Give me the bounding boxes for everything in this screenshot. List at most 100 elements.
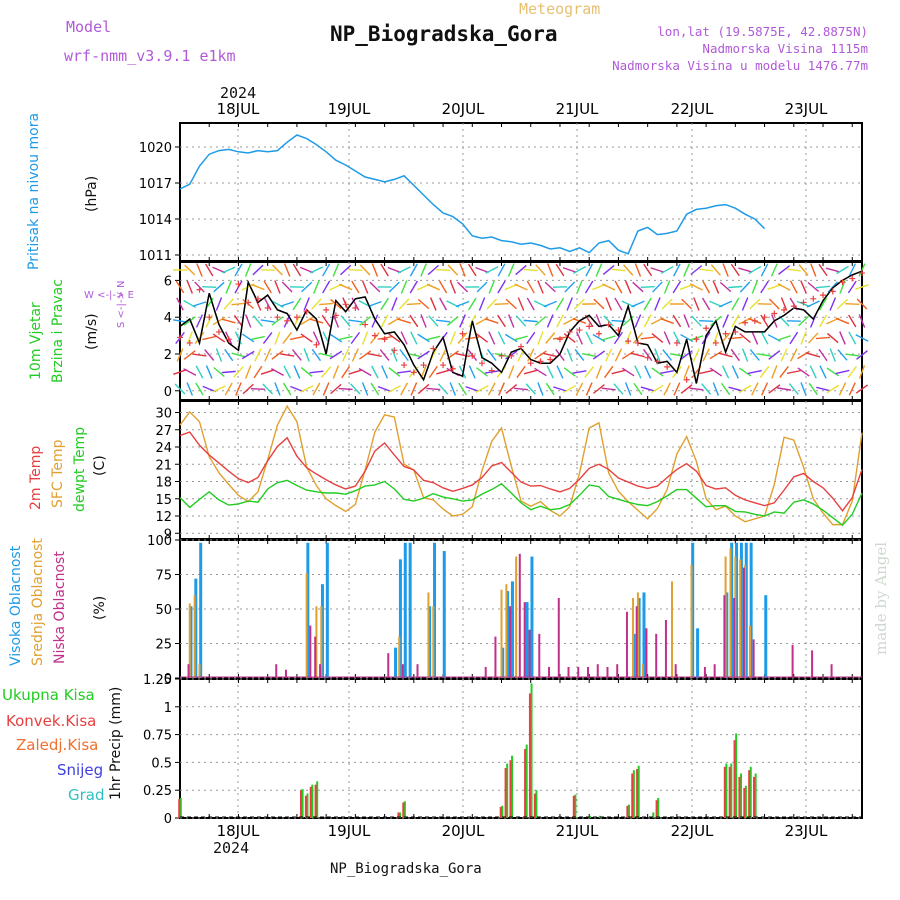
bar-precip_conv	[402, 802, 405, 818]
wind-arrow	[476, 281, 488, 293]
wind-arrow	[738, 384, 752, 394]
bar-mid_cloud	[320, 606, 323, 678]
y-tick-label: 1.25	[143, 673, 172, 688]
wind-arrow	[329, 350, 343, 360]
wind-arrow	[457, 332, 468, 344]
bar-mid_cloud	[193, 595, 196, 678]
wind-gust-mark	[206, 314, 213, 321]
wind-arrow	[280, 353, 295, 357]
wind-arrow	[779, 366, 789, 378]
day-label-top: 19JUL	[328, 100, 371, 118]
wind-gust-mark	[342, 301, 349, 308]
y-tick-label: 6	[164, 274, 172, 289]
wind-gust-mark	[625, 338, 632, 345]
wind-arrow	[504, 333, 518, 343]
bar-high_cloud	[691, 542, 695, 678]
wind-arrow	[399, 348, 409, 362]
wind-arrow	[534, 350, 547, 360]
wind-arrow	[575, 331, 583, 345]
wind-arrow	[673, 331, 681, 345]
wind-arrow	[621, 350, 635, 360]
wind-arrow	[233, 366, 244, 378]
bar-mid_cloud	[690, 564, 693, 678]
wind-gust-mark	[712, 339, 719, 346]
wind-arrow	[406, 352, 421, 358]
bar-low_cloud	[645, 628, 648, 678]
bar-high_cloud	[442, 551, 446, 678]
wind-arrow	[231, 352, 246, 358]
bar-high_cloud	[506, 591, 510, 678]
bar-precip_total	[501, 805, 504, 818]
wind-gust-mark	[440, 362, 447, 369]
wind-arrow	[526, 331, 536, 345]
bar-precip_total	[725, 763, 728, 818]
wind-arrow	[233, 314, 244, 328]
wind-arrow	[602, 264, 615, 276]
wind-arrow	[720, 382, 731, 396]
wind-arrow	[319, 302, 334, 306]
bar-high_cloud	[735, 542, 739, 678]
wind-arrow	[330, 298, 342, 310]
wind-arrow	[749, 349, 760, 361]
wind-arrow	[780, 348, 788, 362]
wind-gust-mark	[771, 310, 778, 317]
wind-arrow	[660, 317, 674, 325]
wind-arrow	[712, 382, 720, 396]
wind-arrow	[458, 365, 467, 379]
year-bottom: 2024	[213, 839, 250, 857]
wind-arrow	[253, 365, 263, 379]
bar-low_cloud	[494, 636, 497, 678]
wind-arrow	[613, 331, 623, 345]
wind-arrow	[848, 263, 857, 277]
wind-arrow	[818, 263, 828, 277]
bar-low_cloud	[567, 666, 570, 678]
wind-gust-mark	[430, 345, 437, 352]
bar-low_cloud	[187, 664, 190, 678]
wind-arrow	[689, 283, 703, 291]
bar-low_cloud	[528, 629, 531, 678]
bar-low_cloud	[484, 666, 487, 678]
bar-high_cloud	[749, 542, 753, 678]
bar-high_cloud	[739, 542, 743, 678]
day-label-bottom: 19JUL	[328, 822, 371, 840]
wind-arrow	[621, 367, 635, 377]
bar-low_cloud	[752, 639, 755, 678]
wind-arrow	[388, 333, 401, 343]
wind-arrow	[545, 382, 555, 396]
wind-arrow	[543, 300, 557, 308]
wind-arrow	[572, 266, 586, 274]
wind-arrow	[341, 365, 351, 379]
bar-precip_total	[627, 804, 630, 818]
wind-gust-mark	[352, 305, 359, 311]
wind-arrow	[290, 385, 304, 393]
wind-arrow	[777, 387, 792, 391]
footer-station: NP_Biogradska_Gora	[330, 861, 482, 877]
bar-precip_total	[179, 797, 182, 818]
wind-arrow	[829, 348, 836, 362]
wind-speed-line	[179, 270, 863, 384]
wind-arrow	[526, 280, 535, 294]
wind-gust-mark	[761, 314, 768, 321]
bar-precip_conv	[733, 740, 736, 818]
bar-mid_cloud	[500, 589, 503, 678]
y-tick-label: 21	[155, 458, 172, 473]
wind-arrow	[438, 280, 448, 294]
wind-arrow	[370, 382, 380, 396]
bar-low_cloud	[518, 553, 521, 678]
wind-arrow	[739, 332, 751, 344]
bar-precip_conv	[636, 769, 639, 818]
wind-arrow	[751, 331, 759, 345]
precip-legend-total: Ukupna Kisa	[2, 686, 95, 704]
wind-arrow	[683, 263, 691, 277]
wind-arrow	[475, 266, 489, 274]
wind-arrow	[546, 263, 554, 277]
series-line-sfc	[179, 404, 863, 526]
wind-arrow	[388, 367, 401, 377]
wind-gust-mark	[508, 352, 515, 359]
wind-gust-mark	[537, 358, 544, 365]
wind-arrow	[760, 331, 769, 345]
wind-arrow	[563, 384, 577, 394]
wind-arrow	[574, 298, 585, 310]
bar-precip_conv	[504, 767, 507, 818]
wind-arrow	[584, 280, 594, 294]
